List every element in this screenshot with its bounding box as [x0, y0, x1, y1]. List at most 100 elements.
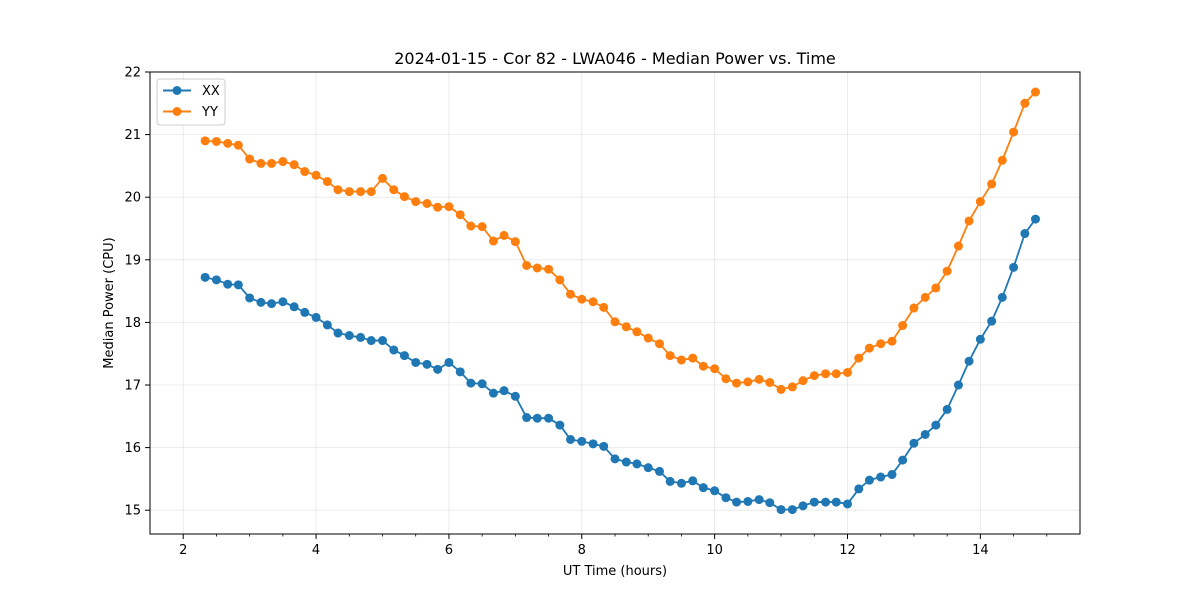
data-point-xx [610, 454, 620, 464]
data-point-yy [887, 336, 897, 346]
data-point-yy [698, 361, 708, 371]
data-point-yy [211, 136, 221, 146]
data-point-yy [444, 202, 454, 212]
data-point-xx [765, 498, 775, 508]
data-point-yy [864, 343, 874, 353]
data-point-xx [776, 505, 786, 515]
data-point-xx [665, 476, 675, 486]
data-point-xx [389, 345, 399, 355]
y-tick-label: 17 [124, 379, 141, 394]
data-point-xx [1009, 262, 1019, 272]
data-point-yy [267, 158, 277, 168]
legend-label-yy: YY [201, 105, 218, 120]
data-point-yy [433, 202, 443, 212]
data-point-yy [522, 260, 532, 270]
x-tick-label: 2 [179, 543, 187, 558]
data-point-yy [477, 222, 487, 232]
data-point-xx [466, 378, 476, 388]
data-point-xx [920, 429, 930, 439]
y-tick-label: 16 [124, 441, 141, 456]
data-point-yy [876, 339, 886, 349]
data-point-xx [909, 438, 919, 448]
data-point-xx [223, 279, 233, 289]
legend-marker-xx [172, 86, 182, 95]
data-point-xx [488, 388, 498, 398]
data-point-yy [843, 367, 852, 377]
data-point-xx [510, 391, 520, 401]
legend: XX YY [156, 78, 226, 126]
data-point-xx [422, 359, 432, 369]
data-point-yy [776, 384, 786, 394]
data-point-yy [356, 187, 366, 197]
data-point-yy [322, 177, 332, 187]
data-point-yy [809, 371, 819, 381]
data-point-xx [599, 441, 609, 451]
data-point-yy [964, 216, 974, 226]
data-point-yy [411, 197, 421, 207]
data-point-yy [798, 376, 808, 386]
data-point-xx [366, 336, 376, 346]
data-point-yy [610, 317, 620, 327]
data-point-yy [632, 327, 642, 337]
data-point-yy [577, 294, 587, 304]
data-point-xx [278, 297, 288, 307]
data-point-yy [909, 303, 919, 313]
data-point-yy [743, 377, 753, 387]
x-tick-label: 10 [706, 543, 723, 558]
data-point-xx [1030, 214, 1040, 224]
x-tick-label: 14 [972, 543, 989, 558]
data-point-xx [411, 357, 421, 367]
data-point-yy [754, 374, 764, 384]
y-tick-label: 22 [124, 66, 141, 81]
data-point-xx [399, 351, 409, 361]
data-point-xx [532, 413, 542, 423]
data-point-yy [655, 339, 665, 349]
x-tick-label: 12 [839, 543, 856, 558]
data-point-xx [931, 420, 941, 430]
data-point-xx [743, 496, 753, 506]
data-point-xx [942, 404, 952, 414]
data-point-yy [466, 221, 476, 231]
data-point-yy [278, 157, 288, 167]
data-point-xx [356, 332, 366, 342]
y-tick-label: 20 [124, 191, 141, 206]
data-point-xx [843, 499, 852, 509]
data-point-xx [289, 302, 299, 312]
data-point-yy [289, 160, 299, 170]
x-tick-label: 6 [445, 543, 453, 558]
data-point-yy [233, 140, 243, 150]
data-point-xx [809, 497, 819, 507]
data-point-yy [676, 355, 686, 365]
data-point-xx [233, 280, 243, 290]
data-point-xx [245, 293, 255, 303]
data-point-yy [831, 369, 841, 379]
data-point-yy [920, 292, 930, 302]
data-point-xx [975, 334, 985, 344]
legend-label-xx: XX [202, 84, 220, 99]
data-point-yy [532, 263, 542, 273]
data-point-yy [898, 321, 908, 331]
data-point-xx [710, 486, 720, 496]
data-point-xx [953, 380, 963, 390]
y-tick-label: 18 [124, 316, 141, 331]
data-point-xx [676, 478, 686, 488]
data-point-yy [1009, 127, 1019, 137]
data-point-xx [499, 386, 509, 396]
data-point-yy [997, 155, 1007, 165]
chart-title: 2024-01-15 - Cor 82 - LWA046 - Median Po… [394, 49, 836, 68]
data-point-xx [798, 501, 808, 511]
data-point-xx [211, 275, 221, 285]
x-tick-label: 4 [312, 543, 320, 558]
data-point-xx [831, 497, 841, 507]
data-point-xx [655, 466, 665, 476]
data-point-yy [366, 187, 376, 197]
data-point-xx [732, 497, 742, 507]
data-point-xx [455, 367, 465, 377]
data-point-xx [854, 484, 864, 494]
data-point-yy [821, 369, 831, 379]
data-point-yy [499, 230, 509, 240]
x-tick-label: 8 [578, 543, 586, 558]
data-point-yy [1030, 87, 1040, 97]
data-point-yy [555, 275, 565, 285]
data-point-xx [344, 331, 354, 341]
